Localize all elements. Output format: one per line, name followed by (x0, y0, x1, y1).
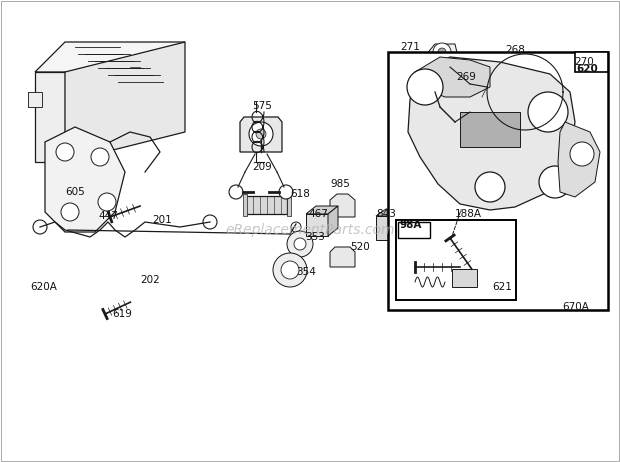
Circle shape (229, 185, 243, 199)
Polygon shape (408, 57, 575, 210)
Text: 670A: 670A (562, 302, 589, 312)
Circle shape (93, 202, 103, 212)
Polygon shape (400, 209, 410, 240)
Bar (287, 194, 291, 216)
Circle shape (61, 203, 79, 221)
Text: 467: 467 (308, 209, 328, 219)
Circle shape (273, 253, 307, 287)
Text: 269: 269 (456, 72, 476, 82)
Text: 605: 605 (65, 187, 85, 197)
Circle shape (287, 231, 313, 257)
Circle shape (570, 142, 594, 166)
Polygon shape (35, 42, 185, 72)
Bar (575, 52, 608, 72)
Text: 98A: 98A (399, 220, 422, 230)
Circle shape (98, 193, 116, 211)
Polygon shape (415, 57, 490, 97)
Polygon shape (28, 92, 42, 107)
Polygon shape (376, 216, 400, 240)
Circle shape (294, 238, 306, 250)
Text: 354: 354 (296, 267, 316, 277)
Text: 575: 575 (252, 101, 272, 111)
Polygon shape (87, 167, 108, 192)
Text: 201: 201 (152, 215, 172, 225)
Circle shape (56, 143, 74, 161)
Text: 985: 985 (330, 179, 350, 189)
Circle shape (433, 43, 451, 61)
Polygon shape (65, 42, 185, 162)
Polygon shape (558, 122, 600, 197)
Circle shape (33, 220, 47, 234)
Polygon shape (420, 44, 458, 92)
Circle shape (279, 185, 293, 199)
Text: 447: 447 (98, 211, 118, 221)
Polygon shape (85, 190, 111, 200)
Text: 353: 353 (305, 232, 325, 242)
Polygon shape (330, 194, 355, 217)
Polygon shape (35, 72, 65, 162)
Circle shape (475, 172, 505, 202)
Text: 270: 270 (574, 57, 594, 67)
Circle shape (291, 222, 301, 232)
Polygon shape (330, 247, 355, 267)
Text: 209: 209 (252, 162, 272, 172)
Text: 843: 843 (376, 209, 396, 219)
Circle shape (91, 148, 109, 166)
Text: 620A: 620A (30, 282, 57, 292)
Polygon shape (572, 153, 592, 177)
Text: 271: 271 (400, 42, 420, 52)
Bar (452, 269, 477, 287)
Text: 621: 621 (492, 282, 512, 292)
Text: 202: 202 (140, 275, 160, 285)
Bar (396, 220, 516, 300)
Text: eReplacementParts.com: eReplacementParts.com (225, 223, 395, 237)
Polygon shape (240, 117, 282, 152)
Circle shape (438, 48, 446, 56)
Bar (243, 194, 247, 216)
Circle shape (407, 69, 443, 105)
Text: 620: 620 (576, 64, 598, 74)
Text: 619: 619 (112, 309, 132, 319)
Polygon shape (306, 206, 338, 214)
Bar (388, 52, 608, 310)
Text: 618: 618 (290, 189, 310, 199)
Text: 268: 268 (505, 45, 525, 55)
Circle shape (575, 158, 589, 172)
Polygon shape (45, 127, 125, 232)
Circle shape (203, 215, 217, 229)
Circle shape (281, 261, 299, 279)
Bar (460, 112, 520, 147)
Polygon shape (376, 209, 410, 216)
Bar (398, 222, 430, 238)
Bar (245, 196, 287, 214)
Polygon shape (306, 214, 328, 236)
Text: 188A: 188A (455, 209, 482, 219)
Circle shape (528, 92, 568, 132)
Circle shape (249, 122, 273, 146)
Circle shape (539, 166, 571, 198)
Text: 520: 520 (350, 242, 370, 252)
Polygon shape (328, 206, 338, 236)
Circle shape (256, 129, 266, 139)
